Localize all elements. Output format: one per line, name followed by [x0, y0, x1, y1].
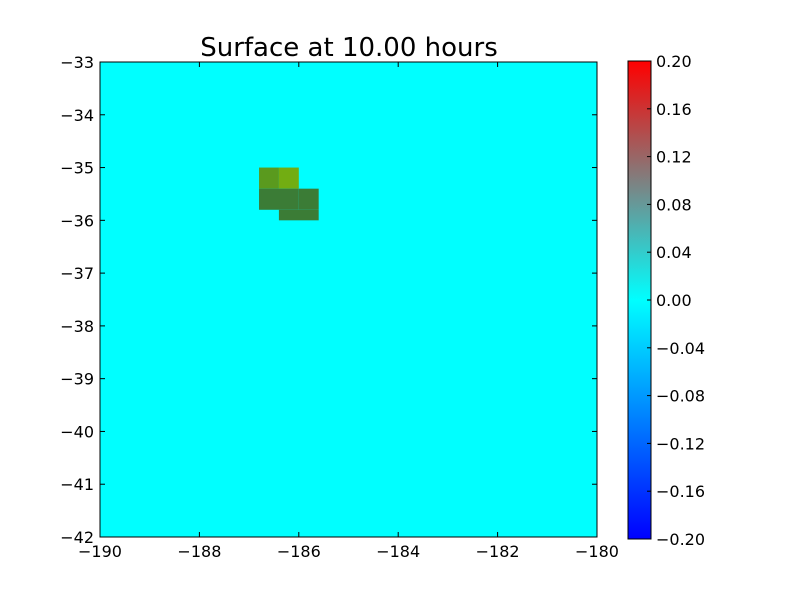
colorbar-tick-label: −0.12	[656, 434, 705, 453]
chart-title: Surface at 10.00 hours	[200, 33, 498, 63]
y-tick-label: −42	[60, 528, 94, 547]
colorbar-tick-label: −0.08	[656, 387, 705, 406]
colorbar-tick-label: 0.04	[656, 243, 692, 262]
heatmap-cell	[298, 188, 319, 210]
y-tick-label: −37	[60, 264, 94, 283]
x-tick-label: −190	[78, 542, 122, 561]
x-axis: −190 −188 −186 −184 −182 −180	[78, 62, 619, 561]
colorbar-tick-label: 0.20	[656, 52, 692, 71]
heatmap-cells	[259, 167, 319, 221]
y-tick-label: −39	[60, 370, 94, 389]
plot-area: −190 −188 −186 −184 −182 −180 −42 −41 −40 −39 −38…	[60, 53, 619, 561]
y-tick-label: −33	[60, 53, 94, 72]
x-tick-label: −186	[277, 542, 321, 561]
plot-frame	[99, 61, 598, 538]
colorbar-tick-label: 0.00	[656, 291, 692, 310]
colorbar-tick-label: 0.16	[656, 100, 692, 119]
y-tick-label: −40	[60, 422, 94, 441]
heatmap-cell	[259, 167, 279, 189]
y-tick-label: −36	[60, 211, 94, 230]
heatmap-cell	[278, 209, 319, 221]
colorbar-tick-label: −0.16	[656, 482, 705, 501]
y-tick-label: −41	[60, 475, 94, 494]
colorbar-tick-label: −0.20	[656, 530, 705, 549]
colorbar-tick-label: 0.12	[656, 148, 692, 167]
colorbar: 0.20 0.16 0.12 0.08 0.04 0.00 −0.04 −0.08 −0.12 −…	[627, 52, 705, 549]
colorbar-ticks: 0.20 0.16 0.12 0.08 0.04 0.00 −0.04 −0.08 −0.12 −…	[647, 52, 705, 549]
heatmap-cell	[278, 167, 299, 189]
x-tick-label: −182	[476, 542, 520, 561]
x-tick-label: −184	[376, 542, 420, 561]
colorbar-tick-label: 0.08	[656, 195, 692, 214]
heatmap-background	[100, 62, 597, 537]
heatmap-cell	[259, 188, 299, 210]
y-axis: −42 −41 −40 −39 −38 −37 −36 −35 −34 −33	[60, 53, 597, 547]
y-tick-label: −38	[60, 317, 94, 336]
x-tick-label: −180	[575, 542, 619, 561]
colorbar-tick-label: −0.04	[656, 339, 705, 358]
y-tick-label: −35	[60, 159, 94, 178]
x-tick-label: −188	[177, 542, 221, 561]
y-tick-label: −34	[60, 106, 94, 125]
